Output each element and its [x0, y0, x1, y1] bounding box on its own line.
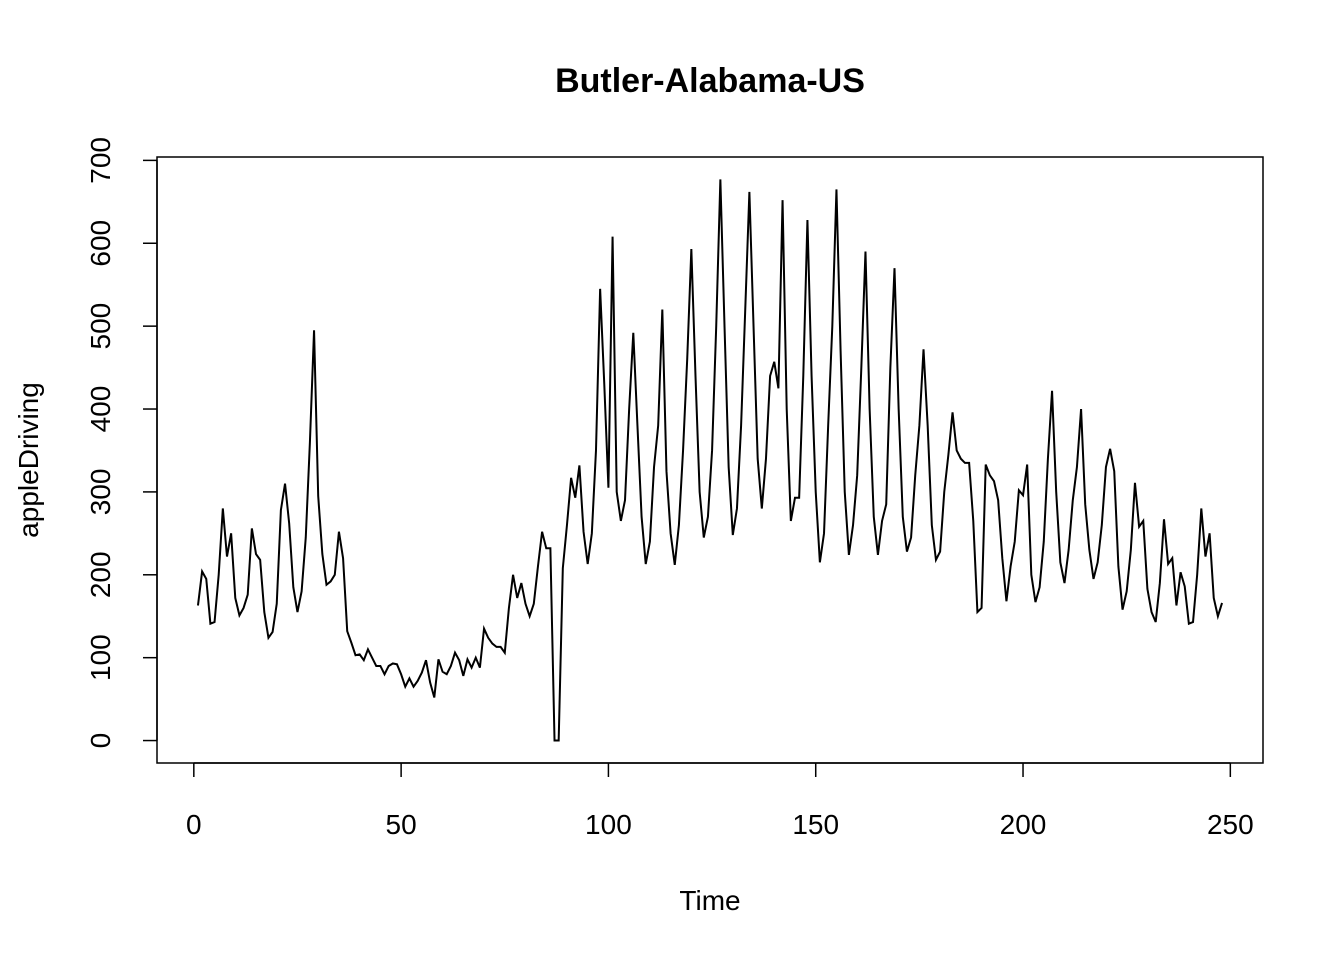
chart-title: Butler-Alabama-US: [555, 62, 865, 100]
plot-box: [156, 156, 1264, 764]
x-tick-label: 150: [792, 809, 839, 840]
x-tick-label: 0: [186, 809, 202, 840]
x-tick-label: 250: [1207, 809, 1254, 840]
y-axis-label: appleDriving: [13, 382, 44, 538]
y-tick-label: 600: [85, 220, 116, 267]
x-tick-label: 200: [1000, 809, 1047, 840]
series-line: [196, 179, 1223, 742]
y-tick-label: 500: [85, 303, 116, 350]
y-tick-label: 400: [85, 386, 116, 433]
y-tick-label: 100: [85, 634, 116, 681]
y-tick-label: 700: [85, 137, 116, 184]
x-axis-label: Time: [679, 885, 740, 916]
y-tick-label: 300: [85, 469, 116, 516]
y-tick-label: 0: [85, 733, 116, 749]
y-tick-label: 200: [85, 551, 116, 598]
x-tick-label: 100: [585, 809, 632, 840]
x-tick-label: 50: [386, 809, 417, 840]
